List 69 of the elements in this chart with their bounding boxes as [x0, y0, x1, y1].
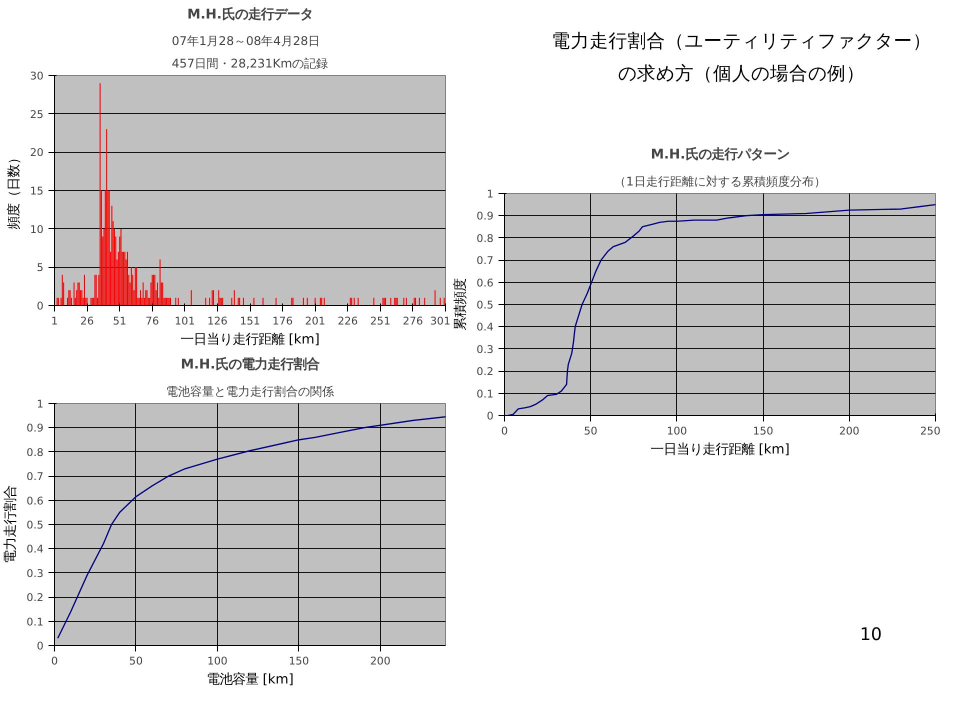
y-tick-label: 0.8	[26, 446, 44, 459]
x-tick-label: 0	[501, 424, 508, 438]
x-tick-label: 51	[112, 314, 126, 328]
y-tick-label: 0	[486, 410, 494, 422]
y-tick-label: 15	[30, 184, 44, 198]
y-tick-label: 0	[36, 300, 44, 312]
x-tick-label: 276	[402, 314, 424, 328]
line-series	[57, 416, 446, 639]
y-tick-label: 1	[36, 398, 44, 410]
x-tick-label: 50	[584, 424, 598, 438]
x-tick-label: 201	[304, 314, 326, 328]
x-tick-label: 200	[370, 654, 391, 668]
y-tick-label: 0.5	[476, 298, 494, 312]
y-tick-label: 0.6	[476, 276, 494, 290]
y-tick-label: 0.5	[26, 518, 44, 532]
y-tick-label: 0.4	[476, 320, 494, 334]
chart-subtitle: 電池容量と電力走行割合の関係	[166, 384, 334, 398]
x-tick-label: 301	[430, 314, 451, 328]
chart-title: M.H.氏の電力走行割合	[180, 356, 320, 372]
y-tick-label: 30	[30, 70, 44, 82]
x-tick-label: 76	[145, 314, 160, 328]
chart-subtitle: 07年1月28～08年4月28日 457日間・28,231Kmの記録	[172, 34, 328, 70]
y-tick-label: 20	[30, 146, 44, 160]
x-tick-label: 251	[370, 314, 391, 328]
y-tick-label: 0.2	[26, 591, 44, 604]
y-tick-label: 0.3	[26, 566, 44, 580]
y-tick-label: 0.2	[476, 365, 494, 378]
line-series	[507, 204, 936, 416]
x-axis-title: 一日当り走行距離 [km]	[650, 442, 790, 458]
x-tick-label: 226	[338, 314, 358, 328]
y-axis-title: 頻度（日数）	[6, 152, 22, 230]
x-tick-label: 100	[666, 424, 688, 438]
x-tick-label: 151	[240, 314, 260, 328]
y-tick-label: 0.3	[476, 342, 494, 356]
x-axis-title: 一日当り走行距離 [km]	[180, 332, 320, 348]
y-tick-label: 0.7	[26, 470, 44, 484]
y-tick-label: 0.6	[26, 494, 44, 508]
x-tick-label: 250	[920, 424, 941, 438]
chart-title: M.H.氏の走行データ	[187, 6, 313, 22]
y-tick-label: 0.1	[476, 387, 494, 400]
x-tick-label: 150	[752, 424, 774, 438]
x-axis-title: 電池容量 [km]	[206, 672, 294, 688]
x-tick-label: 150	[288, 654, 310, 668]
y-tick-label: 25	[30, 108, 44, 121]
y-tick-label: 0.7	[476, 254, 494, 268]
x-tick-label: 26	[80, 314, 94, 328]
y-tick-label: 0.4	[26, 542, 44, 556]
x-tick-label: 176	[272, 314, 293, 328]
chart-title: M.H.氏の走行パターン	[650, 146, 790, 162]
x-tick-label: 100	[207, 654, 228, 668]
x-tick-label: 101	[174, 314, 196, 328]
x-tick-label: 0	[51, 654, 58, 668]
text: 電力走行割合（ユーティリティファクター）の求め方（個人の場合の例）	[552, 30, 932, 84]
x-tick-label: 200	[839, 424, 860, 438]
y-tick-label: 5	[36, 261, 44, 274]
y-tick-label: 0.1	[26, 615, 44, 628]
y-axis-title: 電力走行割合	[4, 486, 19, 564]
x-tick-label: 126	[207, 314, 228, 328]
y-tick-label: 10	[30, 222, 44, 236]
chart-subtitle: （1日走行距離に対する累積頻度分布）	[614, 174, 826, 188]
y-tick-label: 0	[36, 640, 44, 652]
y-axis-title: 累積頻度	[452, 278, 469, 330]
text: 10	[860, 625, 882, 645]
y-tick-label: 0.9	[476, 210, 494, 223]
y-tick-label: 0.8	[476, 232, 494, 245]
y-tick-label: 0.9	[26, 422, 44, 435]
y-tick-label: 1	[486, 188, 494, 200]
x-tick-label: 1	[51, 314, 58, 328]
x-tick-label: 50	[129, 654, 143, 668]
